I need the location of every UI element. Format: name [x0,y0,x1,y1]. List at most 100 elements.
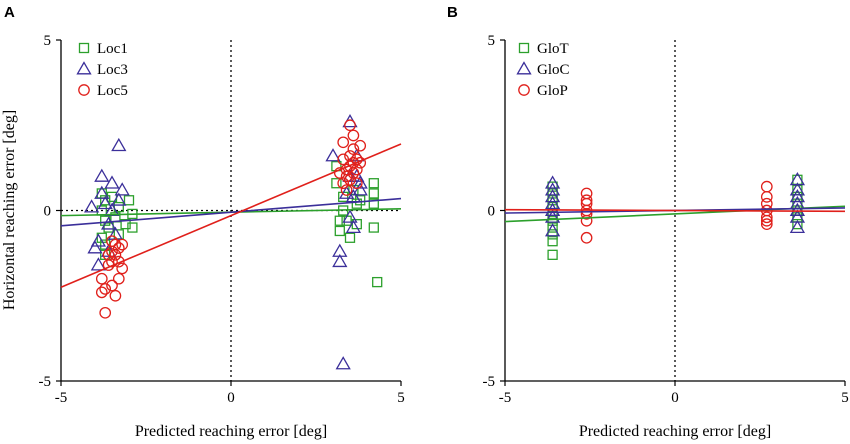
panel-b-glot-point [547,222,558,233]
panel-a-loc3-point [352,175,368,189]
panel-a-loc5-point [99,283,112,295]
panel-b-y-tick-label: -5 [483,374,496,390]
panel-a-loc5-point [344,160,356,173]
panel-a-loc5-point [333,167,346,179]
panel-a-loc1-point [344,232,356,243]
panel-b-gloc-point [544,223,561,237]
panel-a-loc3-point [325,148,341,162]
panel-a-legend-loc1-label: Loc1 [97,41,128,57]
panel-a: A -5 0 5 -5 0 5 Loc1 Loc3 Loc5 Predicted reachi… [1,4,405,440]
panel-b-x-tick-label: 5 [841,390,849,406]
panel-a-loc5-point [112,272,125,285]
panel-a-x-tick-label: 5 [397,390,405,406]
panel-b-glop-point [580,208,593,220]
panel-a-y-tick-label: 5 [44,33,52,49]
panel-a-loc3-point [352,182,368,196]
panel-b-glot-point [547,236,558,247]
panel-a-legend-loc3-marker [76,61,92,75]
panel-a-loc3-point [87,240,103,254]
panel-b-gloc-point [789,189,806,203]
panel-b-x-tick-label: -5 [499,390,512,406]
panel-a-loc5-point [109,289,122,302]
panel-b-glop-point [760,214,773,227]
panel-a-x-tick-label: -5 [55,390,68,406]
panel-b-gloc-point [544,175,561,189]
panel-a-letter: A [4,4,15,21]
panel-a-loc3-point [94,168,110,182]
panel-b-glop-point [760,218,773,230]
panel-b-y-tick-label: 0 [488,204,496,220]
panel-b-gloc-point [544,209,561,223]
panel-a-loc3-point [104,175,120,189]
panel-a-loc5-point [95,272,108,285]
panel-a-loc1-point [127,222,138,233]
panel-a-y-tick-label: -5 [39,374,52,390]
panel-b-glot-point [547,249,558,260]
panel-b-glop-point [580,214,593,227]
panel-b-legend-gloc-label: GloC [537,62,570,78]
panel-a-loc5-point [116,238,129,251]
panel-a-loc3-fit-line [60,197,402,227]
panel-b-glop-point [760,191,773,203]
panel-a-loc1-point [372,276,383,288]
panel-a-loc1-point [120,218,131,230]
panel-a-loc1-point [100,195,111,206]
panel-b-glop-point [580,231,593,244]
panel-a-loc1-point [331,178,342,189]
panel-a-loc5-point [95,286,108,299]
panel-b-x-tick-label: 0 [671,390,679,406]
panel-b-gloc-point [789,219,806,234]
panel-a-loc3-point [90,257,107,271]
panel-b-legend-glot-marker [518,42,530,54]
panel-a-loc3-point [97,195,113,210]
panel-a-loc5-point [354,139,367,152]
panel-a-x-tick-label: 0 [227,390,235,406]
panel-a-loc1-point [368,198,379,209]
panel-a-loc5-point [99,306,112,319]
panel-a-loc3-point [83,199,100,213]
panel-a-loc3-point [94,185,110,199]
panel-b-gloc-point [544,195,561,210]
panel-a-loc5-point [106,255,118,268]
panel-a-y-axis-label: Horizontal reaching error [deg] [1,110,18,310]
panel-a-loc5-point [337,153,350,166]
panel-a-loc3-point [332,253,348,268]
panel-b-glop-point [760,211,773,224]
panel-a-loc1-point [368,222,379,233]
panel-a-legend-loc5-marker [78,84,90,96]
panel-a-loc3-point [342,209,358,223]
panel-a-loc3-point [335,356,351,370]
panel-b-letter: B [447,4,458,21]
panel-a-legend-loc1-marker [78,42,90,54]
panel-b-gloc-point [789,182,806,196]
panel-a-loc5-point [347,129,360,142]
panel-a-loc5-point [106,279,118,292]
panel-a-loc1-point [368,188,379,199]
panel-b-glop-point [760,180,773,193]
panel-a-loc5-point [350,177,363,190]
panel-a-loc3-point [345,219,362,234]
panel-b-gloc-point [544,189,561,203]
panel-a-loc5-point [350,163,363,176]
panel-a-loc5-point [340,184,353,196]
panel-a-loc5-fit-line [60,143,402,288]
panel-a-loc1-point [334,225,345,237]
panel-a-loc5-point [109,248,122,261]
panel-b-legend-glop-marker [518,84,530,96]
panel-a-loc1-point [334,215,345,226]
panel-b-x-axis-label: Predicted reaching error [deg] [579,423,771,440]
panel-a-loc3-point [338,185,355,199]
panel-a-loc5-point [112,255,125,268]
panel-a-loc3-point [114,182,130,196]
panel-a-loc5-point [344,173,356,186]
panel-a-legend-loc3-label: Loc3 [97,62,128,78]
panel-a-loc1-point [368,178,379,189]
panel-b-legend-glot-label: GloT [537,41,569,57]
panel-a-loc5-point [344,119,356,132]
panel-a-loc3-point [111,137,127,152]
panel-b-glop-fit-line [504,208,846,213]
panel-a-loc5-point [347,167,360,179]
panel-a-loc1-point [355,195,366,206]
panel-a-loc5-point [112,242,125,254]
